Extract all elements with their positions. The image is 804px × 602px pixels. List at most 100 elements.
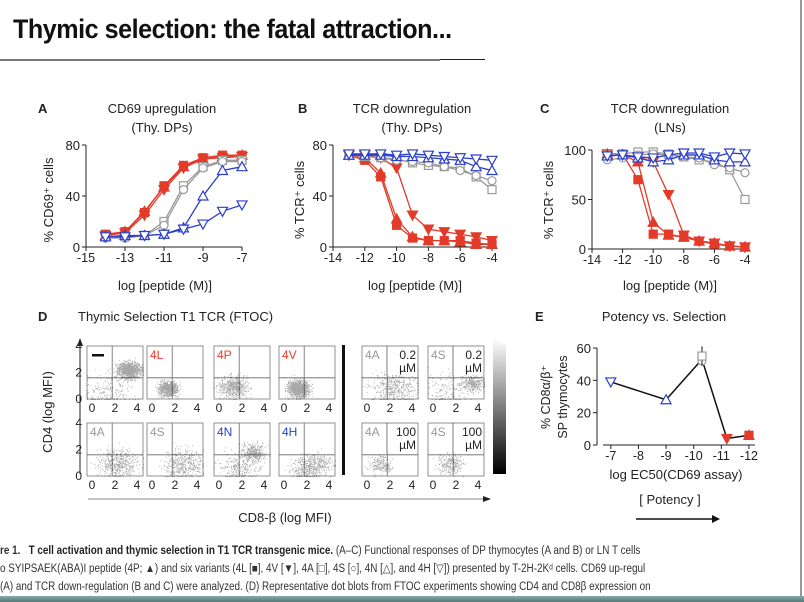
data-point bbox=[601, 151, 614, 163]
panel-b-xlabel: log [peptide (M)] bbox=[368, 278, 462, 293]
x-tick-label: 0 bbox=[430, 401, 437, 415]
series-line bbox=[348, 154, 493, 182]
y-tick-label: 100 bbox=[564, 143, 586, 158]
data-point-4V bbox=[720, 433, 733, 445]
data-point bbox=[178, 185, 189, 195]
data-point bbox=[177, 163, 190, 175]
taskbar bbox=[0, 596, 804, 602]
data-point bbox=[235, 200, 249, 212]
dot-blot-4P: 4P 0 2 4 bbox=[213, 345, 271, 415]
x-tick-label: 4 bbox=[326, 478, 333, 492]
dot-blot-label: 4N bbox=[217, 425, 232, 439]
panel-c-title: TCR downregulation bbox=[611, 101, 730, 116]
x-tick-label: -6 bbox=[709, 253, 720, 267]
data-point bbox=[454, 235, 467, 247]
y-tick-label: 0 bbox=[584, 438, 591, 453]
dot-blot-frame bbox=[278, 345, 336, 400]
x-tick-label: -10 bbox=[644, 253, 662, 267]
x-tick-label: 4 bbox=[409, 478, 416, 492]
panel-a-ylabel: % CD69⁺ cells bbox=[41, 157, 56, 242]
data-point bbox=[616, 150, 629, 162]
x-tick-label: -8 bbox=[678, 253, 689, 267]
window-border bbox=[800, 0, 802, 602]
dot-cloud bbox=[214, 439, 271, 477]
data-point bbox=[693, 236, 706, 248]
x-tick-label: 4 bbox=[194, 478, 201, 492]
y-tick-label: 0 bbox=[75, 392, 82, 406]
panel-letter-a: A bbox=[38, 101, 48, 116]
dot-blot-frame bbox=[146, 345, 204, 400]
x-tick-label: 0 bbox=[430, 478, 437, 492]
title-underline-accent bbox=[440, 59, 485, 60]
y-tick-label: 0 bbox=[579, 242, 586, 257]
data-point bbox=[438, 234, 451, 246]
data-point bbox=[738, 149, 752, 161]
y-tick-label: 60 bbox=[577, 341, 591, 356]
slide-title: Thymic selection: the fatal attraction..… bbox=[13, 14, 452, 44]
y-tick-label: 0 bbox=[75, 469, 82, 483]
data-point bbox=[708, 152, 721, 164]
data-point bbox=[471, 171, 481, 181]
panel-b-ylabel: % TCR⁺ cells bbox=[292, 160, 307, 239]
data-point bbox=[455, 165, 465, 176]
data-point bbox=[406, 149, 419, 161]
data-point bbox=[374, 149, 387, 161]
y-tick-label: 40 bbox=[577, 373, 591, 388]
series-line bbox=[348, 154, 493, 172]
panel-c-ylabel: % TCR⁺ cells bbox=[541, 160, 556, 239]
x-tick-label: -14 bbox=[324, 251, 342, 265]
caption-line2: o SYIPSAEK(ABA)I peptide (4P; ▲) and six… bbox=[0, 563, 646, 575]
concentration-value: 100 bbox=[396, 425, 416, 439]
x-tick-label: -13 bbox=[116, 251, 134, 265]
series-4H bbox=[342, 149, 499, 167]
caption-line1: (A–C) Functional responses of DP thymocy… bbox=[335, 545, 641, 557]
y-tick-label: 80 bbox=[313, 138, 327, 153]
data-point bbox=[487, 176, 497, 186]
series-line bbox=[607, 153, 746, 248]
data-point bbox=[487, 185, 497, 195]
data-point bbox=[138, 230, 151, 242]
dot-blot-4A: 4A 0.2µM 0 2 4 bbox=[361, 345, 419, 415]
series-4H bbox=[99, 200, 249, 244]
trend-line bbox=[610, 357, 750, 440]
dot-cloud bbox=[214, 372, 252, 400]
data-point bbox=[439, 162, 449, 172]
data-point bbox=[454, 229, 467, 241]
y-tick-label: 4 bbox=[75, 416, 82, 430]
data-point bbox=[485, 236, 499, 247]
x-tick-label: 2 bbox=[453, 401, 460, 415]
panel-a-xlabel: log [peptide (M)] bbox=[118, 278, 212, 293]
x-tick-label: 2 bbox=[239, 478, 246, 492]
dot-blot-label: 4P bbox=[217, 348, 232, 362]
data-point bbox=[648, 229, 658, 239]
panel-e-xlabel: log EC50(CD69 assay) bbox=[610, 467, 743, 482]
data-point bbox=[422, 150, 435, 162]
dot-blot-frame bbox=[146, 422, 204, 477]
data-point bbox=[470, 154, 483, 166]
potency-arrow bbox=[636, 515, 720, 523]
data-point bbox=[118, 232, 132, 244]
data-point bbox=[177, 224, 190, 236]
arrow-head bbox=[483, 496, 491, 502]
data-point bbox=[693, 148, 706, 160]
y-tick-label: 2 bbox=[75, 443, 82, 457]
data-point bbox=[235, 160, 249, 172]
panel-d-ylabel: CD4 (log MFI) bbox=[40, 371, 55, 453]
panel-c-xlabel: log [peptide (M)] bbox=[623, 278, 717, 293]
y-tick-label: 2 bbox=[75, 366, 82, 380]
y-tick-label: 40 bbox=[313, 189, 327, 204]
dot-blot-label: 4A bbox=[90, 425, 105, 439]
chart-b: -14 -12 -10 -8 -6 -4 0 40 80 bbox=[313, 138, 499, 265]
data-point bbox=[216, 206, 229, 218]
x-tick-label: 0 bbox=[281, 478, 288, 492]
x-tick-label: 2 bbox=[112, 401, 119, 415]
panel-e-ylabel-1: % CD8α/β⁺ bbox=[539, 365, 553, 429]
x-tick-label: -8 bbox=[423, 251, 434, 265]
x-tick-label: -12 bbox=[614, 253, 632, 267]
data-point bbox=[647, 216, 660, 227]
panel-c-subtitle: (LNs) bbox=[654, 120, 686, 135]
y-tick-label: 80 bbox=[66, 138, 80, 153]
